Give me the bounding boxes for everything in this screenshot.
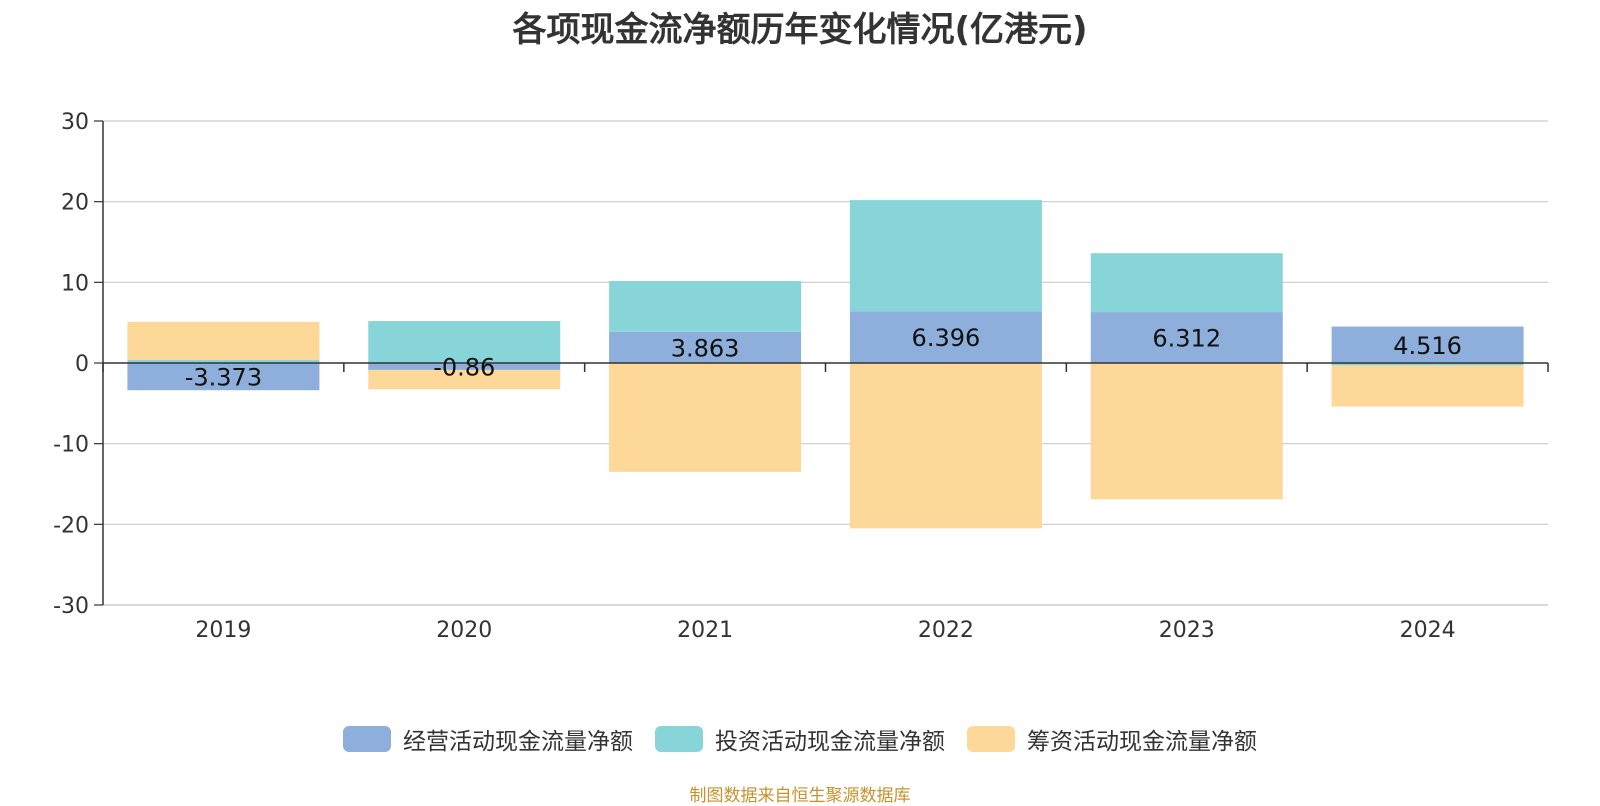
data-label-2019: -3.373 (185, 364, 262, 392)
x-tick-label: 2022 (918, 618, 974, 643)
legend-swatch (967, 726, 1015, 752)
legend-swatch (343, 726, 391, 752)
data-label-2023: 6.312 (1152, 325, 1221, 353)
data-label-2021: 3.863 (671, 334, 740, 362)
data-label-2022: 6.396 (912, 324, 981, 352)
x-tick-label: 2024 (1400, 618, 1456, 643)
data-labels: -3.373 -0.86 3.863 6.396 6.312 4.516 (185, 324, 1462, 391)
bar-series (127, 200, 1524, 529)
bar-1-2020[interactable] (368, 363, 561, 370)
x-tick-label: 2020 (436, 618, 492, 643)
bar-1-2019[interactable] (127, 363, 320, 391)
bar-1-2024[interactable] (1331, 326, 1524, 363)
legend-label: 筹资活动现金流量净额 (1027, 729, 1257, 755)
bar-1-2022[interactable] (849, 311, 1042, 363)
legend-item-3[interactable]: 筹资活动现金流量净额 (967, 722, 1257, 756)
bar-1-2023[interactable] (1090, 312, 1283, 363)
y-tick-label: 30 (61, 110, 89, 135)
y-tick-label: -10 (53, 433, 89, 458)
bar-3-2022[interactable] (849, 363, 1042, 529)
bar-3-2019[interactable] (127, 321, 320, 360)
x-tick-label: 2019 (195, 618, 251, 643)
chart-title: 各项现金流净额历年变化情况(亿港元) (512, 10, 1088, 50)
bar-1-2021[interactable] (609, 331, 802, 363)
bar-2-2019[interactable] (127, 359, 320, 363)
x-tick-label: 2023 (1159, 618, 1215, 643)
legend-item-2[interactable]: 投资活动现金流量净额 (655, 722, 945, 756)
y-tick-label: 0 (75, 352, 89, 377)
bar-3-2020[interactable] (368, 369, 561, 390)
legend: 经营活动现金流量净额 投资活动现金流量净额 筹资活动现金流量净额 (0, 722, 1600, 756)
bar-3-2023[interactable] (1090, 363, 1283, 500)
bar-2-2021[interactable] (609, 281, 802, 332)
y-tick-label: 20 (61, 191, 89, 216)
bar-3-2024[interactable] (1331, 365, 1524, 407)
data-label-2024: 4.516 (1393, 332, 1462, 360)
y-tick-label: 10 (61, 271, 89, 296)
bar-3-2021[interactable] (609, 363, 802, 472)
y-tick-label: -20 (53, 513, 89, 538)
legend-swatch (655, 726, 703, 752)
grid-lines (103, 120, 1548, 606)
legend-item-1[interactable]: 经营活动现金流量净额 (343, 722, 633, 756)
bar-2-2020[interactable] (368, 321, 561, 363)
y-tick-label: -30 (53, 594, 89, 619)
legend-label: 投资活动现金流量净额 (715, 729, 945, 755)
x-tick-label: 2021 (677, 618, 733, 643)
bar-2-2024[interactable] (1331, 363, 1524, 366)
bar-2-2022[interactable] (849, 200, 1042, 312)
data-label-2020: -0.86 (433, 353, 495, 381)
source-note: 制图数据来自恒生聚源数据库 (689, 786, 911, 806)
legend-label: 经营活动现金流量净额 (403, 729, 633, 755)
bar-2-2023[interactable] (1090, 253, 1283, 313)
axes: 30 20 10 0 -10 -20 -30 2019 2020 2021 2022 2023 2024 (53, 110, 1549, 643)
